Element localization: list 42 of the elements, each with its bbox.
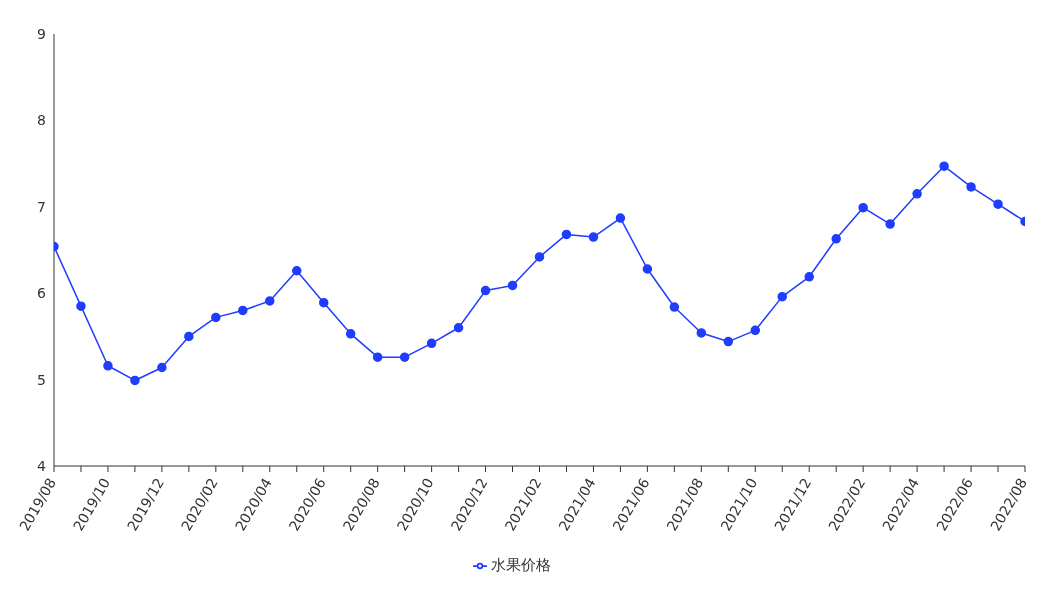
point — [318, 297, 329, 308]
point — [453, 323, 464, 333]
point — [561, 229, 572, 240]
y-tick-label: 5 — [37, 371, 46, 388]
point — [238, 305, 248, 316]
point — [669, 302, 680, 312]
point — [966, 182, 976, 192]
point — [265, 296, 275, 306]
point — [588, 232, 599, 242]
point — [480, 285, 491, 296]
point — [534, 252, 545, 262]
point — [912, 189, 922, 199]
point — [399, 352, 410, 362]
point — [507, 280, 518, 291]
y-tick-label: 6 — [37, 285, 47, 302]
point — [76, 301, 86, 311]
point — [426, 338, 437, 349]
point — [103, 361, 113, 371]
point — [184, 331, 194, 342]
point — [211, 312, 221, 323]
y-tick-label: 8 — [37, 112, 46, 129]
point — [372, 352, 383, 362]
point — [642, 264, 653, 274]
point — [804, 272, 814, 282]
y-tick-label: 4 — [37, 457, 47, 474]
point — [939, 161, 949, 171]
point — [993, 199, 1003, 209]
point — [831, 234, 841, 244]
point — [345, 329, 356, 339]
point — [157, 362, 167, 373]
point — [777, 291, 787, 302]
y-tick-label: 9 — [37, 25, 46, 42]
y-tick-label: 7 — [37, 198, 46, 215]
point — [858, 202, 868, 213]
point — [130, 375, 140, 386]
point — [292, 265, 302, 276]
point — [723, 336, 734, 347]
point — [885, 219, 895, 229]
point — [750, 325, 761, 336]
legend-label: 水果价格 — [490, 556, 551, 574]
point — [615, 213, 626, 223]
point — [696, 328, 707, 338]
